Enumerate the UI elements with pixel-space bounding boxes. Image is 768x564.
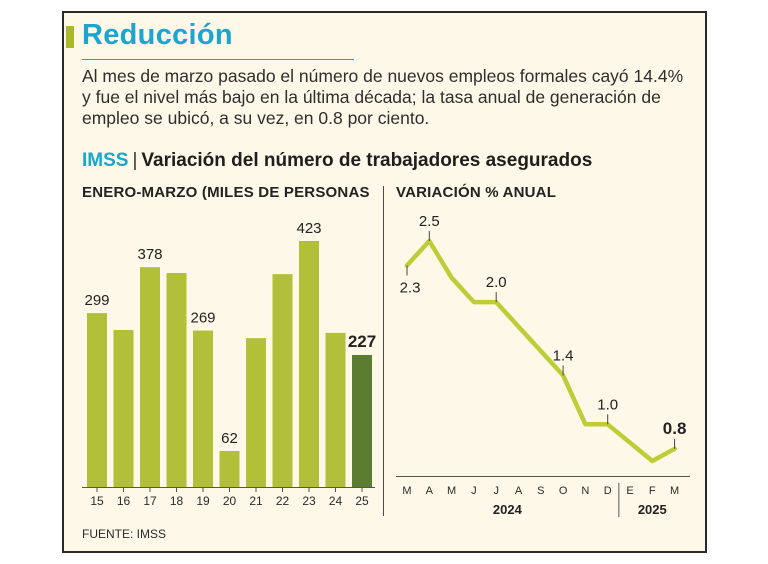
line-data-label: 2.3 [400, 279, 421, 296]
year-label: 2025 [638, 502, 667, 517]
line-tick-label: M [447, 485, 456, 497]
bar-tick-label: 16 [117, 494, 131, 508]
line-tick-label: F [649, 485, 656, 497]
bar-23 [299, 241, 319, 487]
line-data-label: 0.8 [663, 419, 687, 438]
subtitle-org: IMSS [82, 150, 129, 171]
bar-17 [140, 267, 160, 487]
bar-data-label: 299 [84, 292, 109, 309]
bar-tick-label: 21 [249, 494, 263, 508]
line-data-label: 1.0 [597, 396, 618, 413]
title-underline [82, 59, 354, 60]
bar-19 [193, 330, 213, 487]
description-text: Al mes de marzo pasado el número de nuev… [82, 66, 684, 128]
bar-data-label: 378 [137, 246, 162, 263]
title-accent-bar [66, 26, 74, 48]
line-tick-label: S [537, 485, 544, 497]
bar-16 [113, 329, 134, 487]
line-tick-label: A [426, 485, 434, 497]
line-tick-label: J [493, 485, 499, 497]
bar-tick-label: 24 [329, 494, 343, 508]
line-data-label: 2.0 [486, 274, 507, 291]
bar-20 [219, 450, 240, 487]
subtitle-text: Variación del número de trabajadores ase… [141, 150, 593, 171]
bar-data-label: 269 [190, 310, 215, 327]
line-series [404, 238, 677, 464]
bar-tick-label: 19 [196, 494, 210, 508]
line-tick-label: E [626, 485, 633, 497]
line-data-label: 1.4 [553, 347, 574, 364]
line-tick-label: D [604, 485, 612, 497]
subtitle-separator: | [132, 150, 138, 171]
chart-subtitle: IMSS | Variación del número de trabajadore… [82, 150, 592, 172]
bar-data-label: 227 [348, 332, 376, 351]
bar-tick-label: 23 [302, 494, 316, 508]
bar-data-label: 62 [221, 430, 238, 447]
line-tick-label: N [581, 485, 589, 497]
bar-25 [352, 354, 372, 487]
line-tick-label: M [402, 485, 411, 497]
bar-tick-label: 20 [223, 494, 237, 508]
bar-tick-label: 17 [143, 494, 157, 508]
line-tick-label: O [559, 485, 568, 497]
bar-22 [272, 274, 293, 487]
line-chart-label: VARIACIÓN % ANUAL [396, 184, 557, 201]
source-note: FUENTE: IMSS [82, 527, 167, 541]
bar-tick-label: 18 [170, 494, 184, 508]
bar-tick-label: 22 [276, 494, 290, 508]
bar-tick-label: 25 [355, 494, 369, 508]
line-tick-label: M [670, 485, 679, 497]
chart-divider [383, 186, 384, 516]
bar-tick-label: 15 [90, 494, 104, 508]
page-title: Reducción [82, 19, 233, 51]
bar-15 [87, 313, 107, 487]
bar-18 [166, 272, 187, 487]
bar-chart-label: ENERO-MARZO (MILES DE PERSONAS [82, 184, 370, 201]
line-tick-label: J [471, 485, 477, 497]
bar-24 [325, 332, 346, 487]
bar-21 [246, 338, 266, 487]
line-data-label: 2.5 [419, 213, 440, 230]
year-label: 2024 [493, 502, 523, 517]
bar-data-label: 423 [296, 220, 321, 237]
line-tick-label: A [515, 485, 523, 497]
